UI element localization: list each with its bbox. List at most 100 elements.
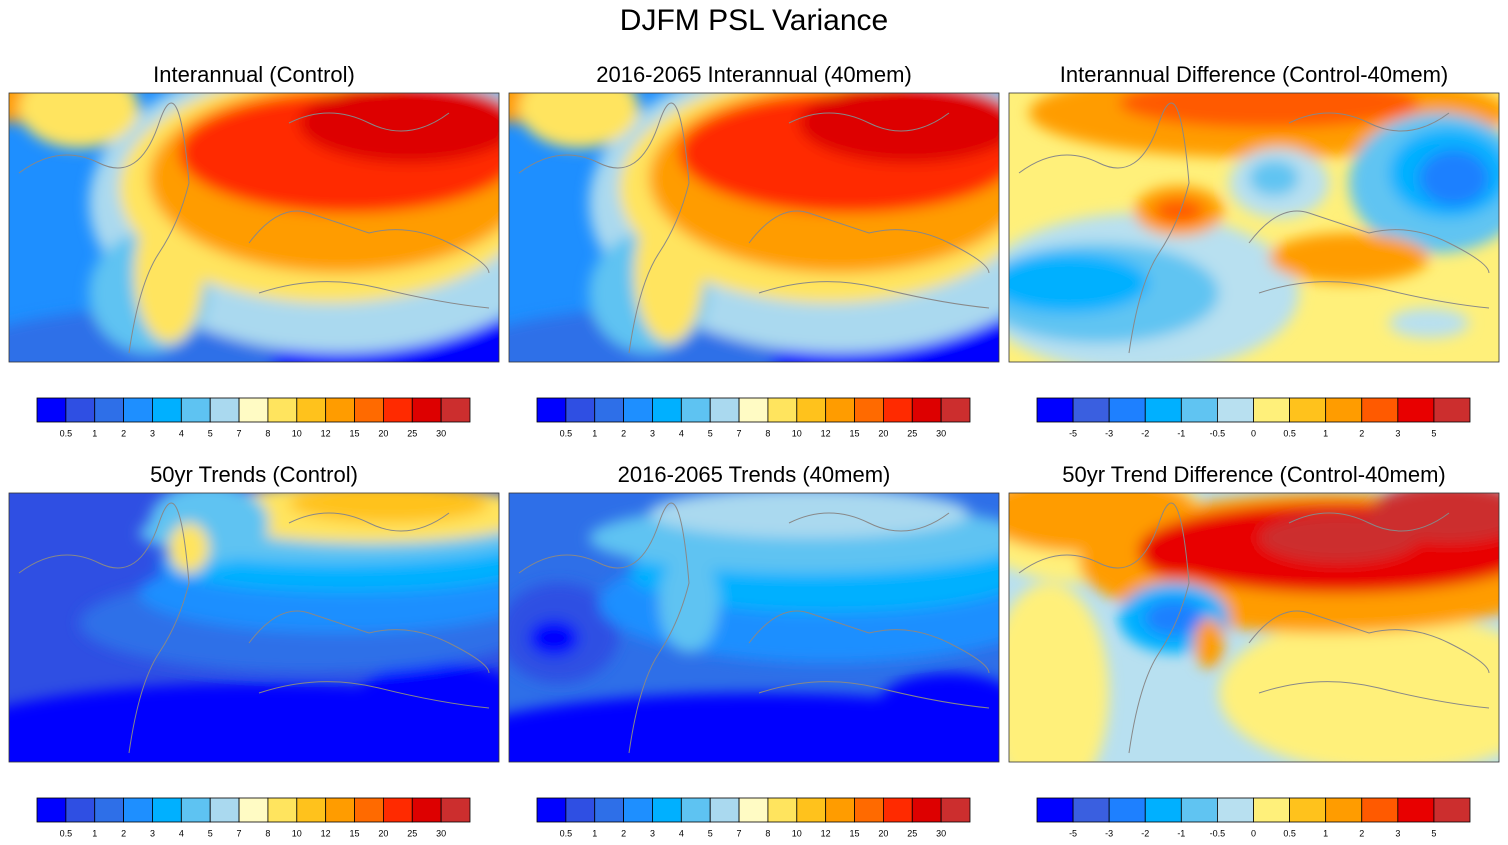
contour-region	[134, 203, 204, 343]
contour-region	[659, 553, 719, 653]
map	[9, 493, 499, 762]
colorbar-label: 20	[378, 828, 388, 838]
colorbar-box	[623, 397, 653, 423]
panel-title: Interannual Difference (Control-40mem)	[1060, 62, 1448, 87]
colorbar-box	[1072, 397, 1110, 423]
colorbar-label: 1	[92, 828, 97, 838]
colorbar-label: 10	[792, 828, 802, 838]
contour-region	[359, 663, 499, 723]
figure-title: DJFM PSL Variance	[620, 4, 888, 37]
colorbar-box	[911, 797, 942, 823]
colorbar-label: 5	[1431, 828, 1436, 838]
colorbar-box	[411, 397, 442, 423]
colorbar-label: 8	[765, 428, 770, 438]
map	[1009, 493, 1499, 762]
map	[509, 93, 999, 362]
colorbar-box	[796, 397, 827, 423]
colorbar-box	[238, 397, 269, 423]
colorbar-label: 0	[1251, 828, 1256, 838]
colorbar-label: 7	[237, 428, 242, 438]
colorbar-label: 25	[907, 428, 917, 438]
contour-region	[879, 673, 999, 733]
colorbar-label: 8	[265, 828, 270, 838]
colorbar-box	[825, 397, 855, 423]
colorbar-box	[709, 397, 740, 423]
map	[1009, 93, 1499, 362]
colorbar-label: 20	[878, 428, 888, 438]
map-frame	[8, 92, 500, 363]
colorbar-label: -0.5	[1210, 828, 1226, 838]
colorbar-box	[325, 397, 355, 423]
colorbar-label: 15	[350, 428, 360, 438]
colorbar-label: 12	[821, 428, 831, 438]
colorbar-box	[1180, 797, 1218, 823]
colorbar-box	[536, 397, 567, 423]
colorbar-box	[1253, 797, 1290, 823]
map-field	[1009, 493, 1499, 762]
colorbar-label: 30	[936, 828, 946, 838]
colorbar-box	[594, 797, 625, 823]
colorbar-box	[36, 797, 67, 823]
map-frame	[8, 492, 500, 763]
colorbar-box	[1361, 797, 1399, 823]
colorbar-box	[1433, 797, 1471, 823]
map-frame	[508, 92, 1000, 363]
contour-region	[519, 93, 639, 148]
colorbar-label: 15	[850, 828, 860, 838]
colorbar-box	[123, 797, 153, 823]
colorbar-box	[152, 397, 182, 423]
contour-region	[1219, 613, 1499, 762]
colorbar-box	[940, 397, 971, 423]
colorbar-box	[680, 797, 711, 823]
colorbar-box	[209, 797, 240, 823]
colorbar-label: -3	[1105, 828, 1113, 838]
colorbar-box	[565, 397, 596, 423]
colorbar-label: -1	[1177, 428, 1185, 438]
colorbar-box	[911, 397, 942, 423]
contour-region	[1009, 583, 1109, 762]
colorbar-label: 1	[592, 428, 597, 438]
colorbar-box	[1289, 797, 1327, 823]
contour-region	[299, 93, 499, 163]
colorbar-box	[1144, 797, 1182, 823]
colorbar-box	[883, 797, 913, 823]
colorbar-label: 5	[708, 828, 713, 838]
colorbar-label: 12	[321, 828, 331, 838]
colorbar-box	[36, 397, 67, 423]
colorbar-label: 3	[650, 828, 655, 838]
colorbar-box	[354, 397, 384, 423]
colorbar-box	[652, 797, 682, 823]
colorbar-box	[883, 397, 913, 423]
contour-region	[799, 93, 999, 163]
colorbar-label: 5	[708, 428, 713, 438]
colorbar-label: 5	[208, 428, 213, 438]
colorbar-box	[411, 797, 442, 823]
colorbar-box	[1325, 797, 1363, 823]
contour-region	[1154, 199, 1204, 223]
contour-region	[1269, 233, 1429, 283]
map	[9, 93, 499, 362]
contour-region	[1389, 308, 1469, 338]
colorbar-label: -5	[1069, 428, 1077, 438]
colorbar-label: 12	[321, 428, 331, 438]
colorbar-box	[94, 397, 124, 423]
colorbar-box	[1144, 397, 1182, 423]
colorbar-label: 2	[621, 828, 626, 838]
contour-region	[149, 493, 269, 563]
colorbar-label: 3	[1395, 428, 1400, 438]
coastline	[518, 102, 990, 354]
colorbar-box	[1036, 397, 1074, 423]
coastline	[18, 102, 490, 354]
colorbar-box	[1397, 797, 1435, 823]
colorbar-box	[1036, 797, 1074, 823]
colorbar-box	[354, 797, 384, 823]
colorbar-label: -2	[1141, 428, 1149, 438]
colorbar-label: 3	[650, 428, 655, 438]
colorbar-box	[1289, 397, 1327, 423]
colorbar-label: 10	[792, 428, 802, 438]
contour-region	[1009, 253, 1149, 313]
map-field	[1009, 93, 1499, 362]
coastline	[18, 502, 490, 754]
